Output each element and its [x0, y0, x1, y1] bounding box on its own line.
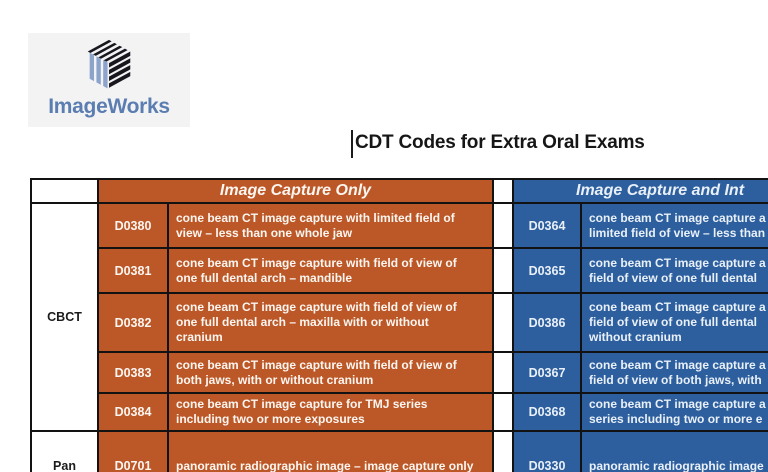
description-cell[interactable]: cone beam CT image capture a field of vi…: [580, 247, 768, 294]
code-cell[interactable]: D0380: [97, 202, 169, 249]
code-cell[interactable]: D0384: [97, 392, 169, 432]
code-cell[interactable]: D0364: [512, 202, 582, 249]
code-cell[interactable]: D0330: [512, 430, 582, 472]
table-gap: [492, 178, 514, 204]
description-cell[interactable]: panoramic radiographic image – image cap…: [167, 430, 494, 472]
modality-cell-cbct[interactable]: CBCT: [30, 202, 99, 432]
table-gap: [492, 202, 514, 249]
table-gap: [492, 392, 514, 432]
table-row: Pan D0701 panoramic radiographic image –…: [30, 430, 768, 472]
description-cell[interactable]: cone beam CT image capture a limited fie…: [580, 202, 768, 249]
description-cell[interactable]: cone beam CT image capture a field of vi…: [580, 351, 768, 394]
code-cell[interactable]: D0367: [512, 351, 582, 394]
capture-interpretation-header[interactable]: Image Capture and Int: [512, 178, 768, 204]
table-gap: [492, 430, 514, 472]
description-cell[interactable]: panoramic radiographic image: [580, 430, 768, 472]
document-title[interactable]: CDT Codes for Extra Oral Exams: [355, 132, 645, 153]
brand-text: ImageWorks: [48, 95, 170, 118]
table-gap: [492, 292, 514, 353]
code-cell[interactable]: D0368: [512, 392, 582, 432]
table-row: D0384 cone beam CT image capture for TMJ…: [31, 392, 768, 432]
description-cell[interactable]: cone beam CT image capture a series incl…: [580, 392, 768, 432]
description-cell[interactable]: cone beam CT image capture with field of…: [167, 351, 494, 394]
code-cell[interactable]: D0382: [97, 292, 169, 353]
cdt-codes-table[interactable]: Image Capture Only Image Capture and Int…: [30, 178, 768, 472]
description-cell[interactable]: cone beam CT image capture with field of…: [167, 247, 494, 294]
description-cell[interactable]: cone beam CT image capture a field of vi…: [580, 292, 768, 353]
description-cell[interactable]: cone beam CT image capture for TMJ serie…: [167, 392, 494, 432]
imageworks-logo[interactable]: ImageWorks: [28, 33, 190, 127]
code-cell[interactable]: D0381: [97, 247, 169, 294]
code-cell[interactable]: D0386: [512, 292, 582, 353]
table-row: D0382 cone beam CT image capture with fi…: [31, 292, 768, 353]
description-cell[interactable]: cone beam CT image capture with limited …: [167, 202, 494, 249]
table-gap: [492, 351, 514, 394]
table-row: D0383 cone beam CT image capture with fi…: [31, 351, 768, 394]
table-row: D0381 cone beam CT image capture with fi…: [31, 247, 768, 294]
description-cell[interactable]: cone beam CT image capture with field of…: [167, 292, 494, 353]
table-gap: [492, 247, 514, 294]
striped-cube-icon: [87, 39, 131, 89]
code-cell[interactable]: D0383: [97, 351, 169, 394]
table-row: CBCT D0380 cone beam CT image capture wi…: [30, 202, 768, 432]
code-cell[interactable]: D0701: [97, 430, 169, 472]
text-cursor: [351, 130, 353, 158]
modality-cell-pan[interactable]: Pan: [30, 430, 99, 472]
spine-header-spacer: [30, 178, 99, 204]
header-row: Image Capture Only Image Capture and Int: [30, 178, 768, 204]
capture-only-header[interactable]: Image Capture Only: [97, 178, 494, 204]
code-cell[interactable]: D0365: [512, 247, 582, 294]
